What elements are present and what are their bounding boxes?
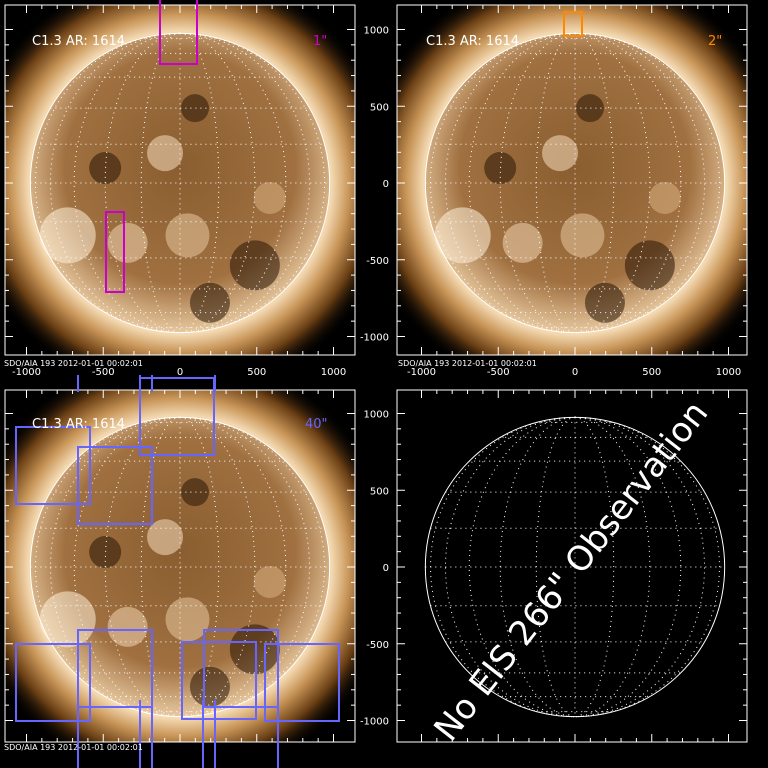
coronal-hole: [484, 152, 517, 185]
raster-box: [139, 377, 215, 456]
active-region: [107, 222, 148, 263]
active-region: [147, 135, 184, 172]
active-region: [253, 181, 286, 214]
y-tick-label: 0: [383, 563, 389, 574]
coronal-hole: [189, 282, 230, 323]
x-tick-label: 500: [247, 367, 266, 378]
solar-disk: [30, 417, 330, 717]
raster-box: [563, 11, 583, 37]
coronal-hole: [180, 478, 209, 507]
panel-1: -1000 -500 0 500 1000: [4, 4, 356, 378]
active-region: [502, 222, 543, 263]
x-tick-label: 0: [572, 367, 578, 378]
x-tick-label: 1000: [716, 367, 741, 378]
x-tick-label: -1000: [407, 367, 436, 378]
raster-box: [264, 643, 340, 722]
longitude-line: [574, 416, 720, 718]
solar-limb: [424, 416, 726, 718]
longitude-line: [499, 416, 576, 718]
solar-image: [5, 5, 355, 355]
raster-box: [159, 0, 198, 65]
y-tick-label: -500: [366, 256, 389, 267]
solar-limb: [29, 416, 331, 718]
y-tick-label: 0: [383, 179, 389, 190]
x-tick-label: -500: [487, 367, 510, 378]
longitude-line: [535, 32, 576, 334]
longitude-line: [535, 416, 576, 718]
y-tick-label: -1000: [360, 333, 389, 344]
active-region: [39, 591, 96, 648]
x-tick-label: 0: [177, 367, 183, 378]
longitude-line: [574, 416, 615, 718]
longitude-line: [574, 416, 705, 718]
longitude-line: [574, 32, 615, 334]
active-region: [165, 597, 210, 642]
longitude-line: [140, 416, 181, 718]
solar-disk: [425, 33, 725, 333]
raster-box: [105, 211, 125, 293]
raster-box: [181, 641, 257, 720]
active-region: [253, 565, 286, 598]
active-region: [165, 213, 210, 258]
coronal-hole: [575, 94, 604, 123]
y-tick-label: -500: [366, 640, 389, 651]
longitude-line: [179, 416, 325, 718]
raster-box: [15, 426, 91, 505]
raster-box: [203, 629, 279, 708]
coronal-hole: [229, 240, 280, 291]
longitude-line: [179, 416, 220, 718]
active-region: [107, 606, 148, 647]
panel-3: [4, 389, 356, 743]
active-region: [560, 213, 605, 258]
active-region: [39, 207, 96, 264]
longitude-line: [140, 32, 181, 334]
axes-frame: [396, 4, 748, 356]
coronal-hole: [229, 624, 280, 675]
x-tick-label: 1000: [321, 367, 346, 378]
solar-image: [397, 5, 747, 355]
raster-box: [77, 446, 153, 525]
solar-limb: [424, 32, 726, 334]
active-region: [434, 207, 491, 264]
raster-box: [15, 643, 91, 722]
panel-4: 1000 500 0 -500 -1000: [360, 389, 748, 743]
coronal-hole: [89, 152, 122, 185]
solar-disk: [30, 33, 330, 333]
active-region: [542, 135, 579, 172]
x-tick-label: 500: [642, 367, 661, 378]
raster-box: [77, 629, 153, 708]
y-tick-label: 500: [370, 102, 389, 113]
axes-frame: [396, 389, 748, 743]
x-tick-label: -1000: [12, 367, 41, 378]
solar-limb: [29, 32, 331, 334]
panel-2: 1000 500 0 -500 -1000 -1000 -500 0 500 1000: [360, 4, 748, 378]
coronal-hole: [189, 666, 230, 707]
y-tick-label: 1000: [364, 26, 389, 37]
longitude-line: [430, 416, 576, 718]
coronal-hole: [624, 240, 675, 291]
coronal-hole: [180, 94, 209, 123]
active-region: [648, 181, 681, 214]
longitude-line: [469, 416, 576, 718]
coronal-hole: [584, 282, 625, 323]
y-tick-label: 1000: [364, 410, 389, 421]
y-tick-label: -1000: [360, 717, 389, 728]
solar-image: [5, 390, 355, 742]
y-tick-label: 500: [370, 486, 389, 497]
x-tick-label: -500: [92, 367, 115, 378]
